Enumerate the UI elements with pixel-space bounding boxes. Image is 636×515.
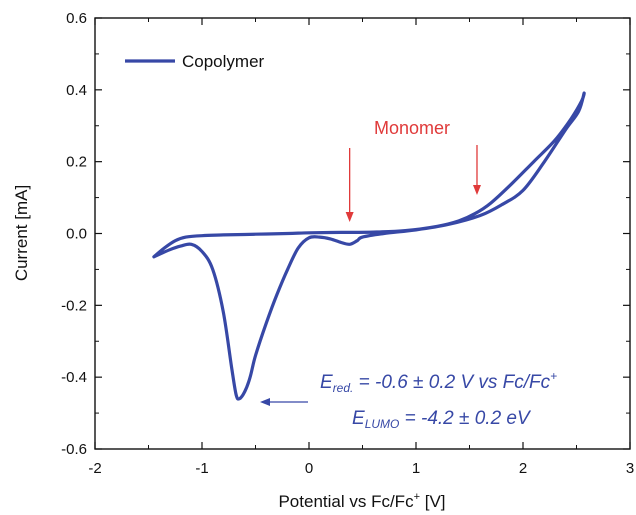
y-axis-title: Current [mA]: [12, 185, 31, 281]
monomer-label: Monomer: [374, 118, 450, 138]
legend: Copolymer: [125, 52, 265, 71]
y-tick-label: -0.6: [61, 441, 87, 458]
x-tick-label: 3: [626, 460, 634, 477]
y-tick-label: -0.4: [61, 369, 87, 386]
x-tick-label: 1: [412, 460, 420, 477]
legend-label-copolymer: Copolymer: [182, 52, 265, 71]
x-tick-labels: -2 -1 0 1 2 3: [88, 460, 634, 477]
ered-symbol: E: [320, 372, 333, 393]
monomer-arrows: [345, 145, 481, 222]
ered-superscript: +: [550, 369, 557, 383]
monomer-arrow-head: [472, 185, 481, 195]
monomer-arrow-head: [345, 212, 354, 222]
y-tick-label: 0.0: [66, 226, 87, 243]
elumo-annotation: ELUMO = -4.2 ± 0.2 eV: [352, 408, 532, 431]
y-tick-labels: -0.6 -0.4 -0.2 0.0 0.2 0.4 0.6: [61, 10, 87, 458]
x-tick-label: -1: [195, 460, 208, 477]
y-tick-label: 0.2: [66, 154, 87, 171]
elumo-symbol: E: [352, 408, 365, 429]
ered-annotation: Ered. = -0.6 ± 0.2 V vs Fc/Fc+: [320, 369, 557, 395]
ered-value: = -0.6 ± 0.2 V vs Fc/Fc: [353, 372, 550, 393]
x-tick-label: -2: [88, 460, 101, 477]
y-tick-label: 0.6: [66, 10, 87, 27]
x-tick-label: 2: [519, 460, 527, 477]
monomer-annotation: Monomer: [345, 118, 481, 222]
x-tick-label: 0: [305, 460, 313, 477]
x-axis-title-sup: +: [414, 491, 420, 503]
y-tick-label: 0.4: [66, 82, 87, 99]
x-axis-title-main: Potential vs Fc/Fc: [278, 492, 414, 511]
copolymer-series-line: [152, 91, 586, 401]
reduction-annotation: Ered. = -0.6 ± 0.2 V vs Fc/Fc+ ELUMO = -…: [260, 369, 557, 431]
plot-frame: [94, 17, 631, 450]
onset-arrow-head: [260, 398, 270, 406]
x-axis-title-unit: [V]: [420, 492, 446, 511]
elumo-value: = -4.2 ± 0.2 eV: [399, 408, 532, 429]
elumo-subscript: LUMO: [365, 417, 400, 431]
ered-subscript: red.: [333, 381, 354, 395]
y-tick-label: -0.2: [61, 297, 87, 314]
x-axis-title: Potential vs Fc/Fc+ [V]: [278, 491, 445, 511]
